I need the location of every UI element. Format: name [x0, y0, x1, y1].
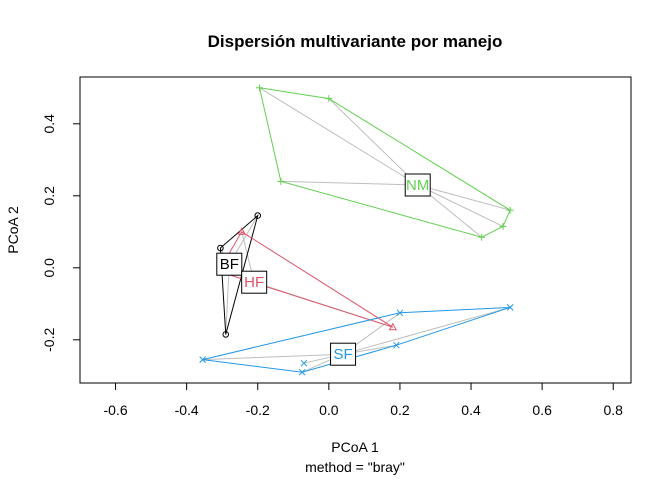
x-axis-label: PCoA 1 [331, 439, 379, 455]
group-label-text-sf: SF [333, 346, 352, 363]
spider-line-sf [202, 353, 344, 361]
hull-sf [202, 306, 511, 373]
points-layer [199, 84, 514, 376]
data-point-nm [325, 95, 333, 103]
x-tick-label: 0.0 [319, 402, 339, 418]
spider-lines-layer [202, 87, 511, 373]
plot-frame [79, 76, 632, 384]
data-point-nm [277, 177, 285, 185]
group-labels-layer: BF HF NM SF [216, 173, 431, 366]
spider-line-nm [417, 184, 504, 227]
hull-nm [258, 87, 511, 238]
y-axis-label: PCoA 2 [5, 206, 21, 254]
spider-line-nm [328, 98, 419, 186]
x-tick-label: -0.6 [103, 402, 127, 418]
y-tick-label: 0.2 [41, 186, 57, 206]
spider-line-nm [259, 87, 418, 186]
group-label-hf: HF [241, 270, 268, 294]
x-axis: -0.6 -0.4 -0.2 0.0 0.2 0.4 0.6 0.8 [103, 382, 623, 418]
y-tick-label: -0.2 [41, 328, 57, 352]
x-tick-label: 0.4 [461, 402, 481, 418]
spider-line-sf [342, 306, 511, 355]
y-tick-label: 0.0 [41, 258, 57, 278]
data-point-hf [388, 322, 397, 331]
x-tick-label: -0.4 [175, 402, 199, 418]
x-tick-label: 0.8 [603, 402, 623, 418]
hull-hf [217, 231, 394, 328]
chart-subtitle: method = "bray" [305, 459, 405, 475]
data-point-nm [478, 233, 486, 241]
data-point-hf [237, 227, 246, 235]
group-label-bf: BF [216, 252, 243, 276]
chart-title: Dispersión multivariante por manejo [208, 32, 503, 51]
data-point-bf [254, 212, 262, 219]
x-tick-label: 0.2 [390, 402, 410, 418]
group-label-text-bf: BF [220, 256, 239, 273]
data-point-bf [217, 244, 224, 252]
data-point-sf [298, 368, 306, 376]
group-label-box-nm [404, 173, 431, 197]
group-label-nm: NM [404, 173, 431, 197]
group-label-text-hf: HF [244, 274, 264, 291]
y-tick-label: 0.4 [41, 114, 57, 134]
data-point-sf [393, 341, 400, 349]
data-point-nm [506, 206, 514, 214]
data-point-sf [300, 359, 308, 367]
data-point-sf [396, 309, 404, 317]
group-label-box-bf [216, 252, 243, 276]
spider-line-nm [280, 180, 418, 186]
y-axis: -0.2 0.0 0.2 0.4 [41, 114, 81, 352]
group-label-box-hf [241, 270, 268, 294]
spider-line-bf [225, 264, 230, 335]
data-point-nm [256, 84, 264, 92]
group-label-box-sf [330, 342, 357, 366]
spider-line-nm [417, 184, 511, 211]
group-label-text-nm: NM [406, 177, 429, 194]
group-label-sf: SF [330, 342, 357, 366]
data-point-nm [499, 222, 507, 230]
x-tick-label: -0.2 [246, 402, 270, 418]
data-point-sf [199, 356, 206, 363]
data-point-sf [506, 304, 514, 311]
x-tick-label: 0.6 [532, 402, 552, 418]
data-point-bf [222, 331, 230, 338]
